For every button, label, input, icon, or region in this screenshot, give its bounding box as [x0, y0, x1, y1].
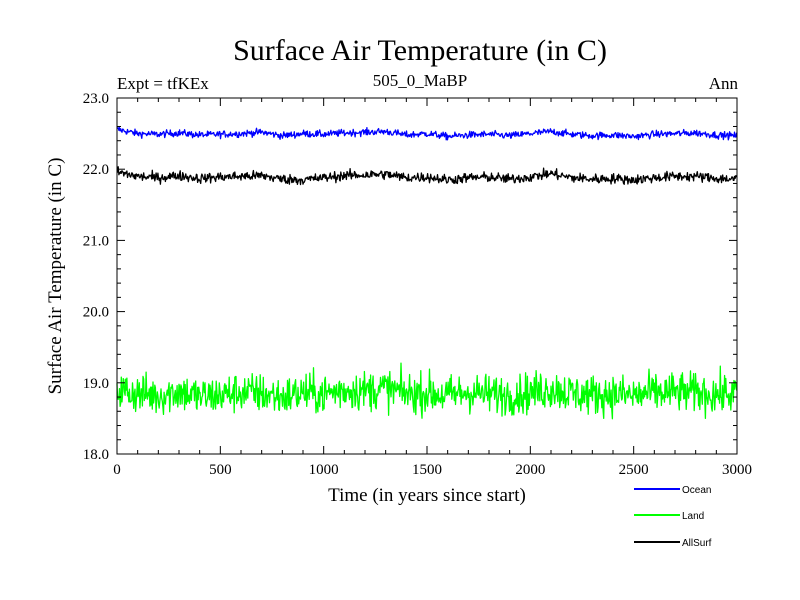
- series-line-allsurf: [116, 166, 738, 186]
- y-axis: 18.0 19.0 20.0 21.0 22.0 23.0: [83, 91, 737, 463]
- period-label: Ann: [709, 74, 739, 93]
- x-tick-label: 0: [113, 462, 121, 478]
- x-tick-label: 1000: [309, 462, 339, 478]
- x-tick-label: 2500: [619, 462, 649, 478]
- legend: Ocean Land AllSurf: [634, 485, 712, 549]
- legend-label-land: Land: [682, 511, 704, 522]
- experiment-label: Expt = tfKEx: [117, 74, 209, 93]
- series-layer: [116, 127, 738, 420]
- y-tick-label: 20.0: [83, 305, 109, 321]
- y-tick-label: 22.0: [83, 162, 109, 178]
- date-label: 505_0_MaBP: [373, 71, 467, 90]
- series-line-ocean: [116, 127, 738, 141]
- x-tick-label: 3000: [722, 462, 752, 478]
- series-line-land: [116, 362, 738, 420]
- y-tick-label: 21.0: [83, 233, 109, 249]
- x-axis-label: Time (in years since start): [328, 485, 526, 506]
- x-tick-label: 500: [209, 462, 232, 478]
- y-tick-label: 23.0: [83, 91, 109, 107]
- legend-label-ocean: Ocean: [682, 485, 711, 496]
- x-tick-label: 1500: [412, 462, 442, 478]
- legend-label-allsurf: AllSurf: [682, 538, 712, 549]
- y-tick-label: 18.0: [83, 447, 109, 463]
- y-tick-label: 19.0: [83, 376, 109, 392]
- y-axis-label: Surface Air Temperature (in C): [45, 158, 66, 395]
- chart-title: Surface Air Temperature (in C): [233, 34, 607, 67]
- x-axis: 0 500 1000 1500 2000 2500 3000: [113, 98, 752, 478]
- x-tick-label: 2000: [515, 462, 545, 478]
